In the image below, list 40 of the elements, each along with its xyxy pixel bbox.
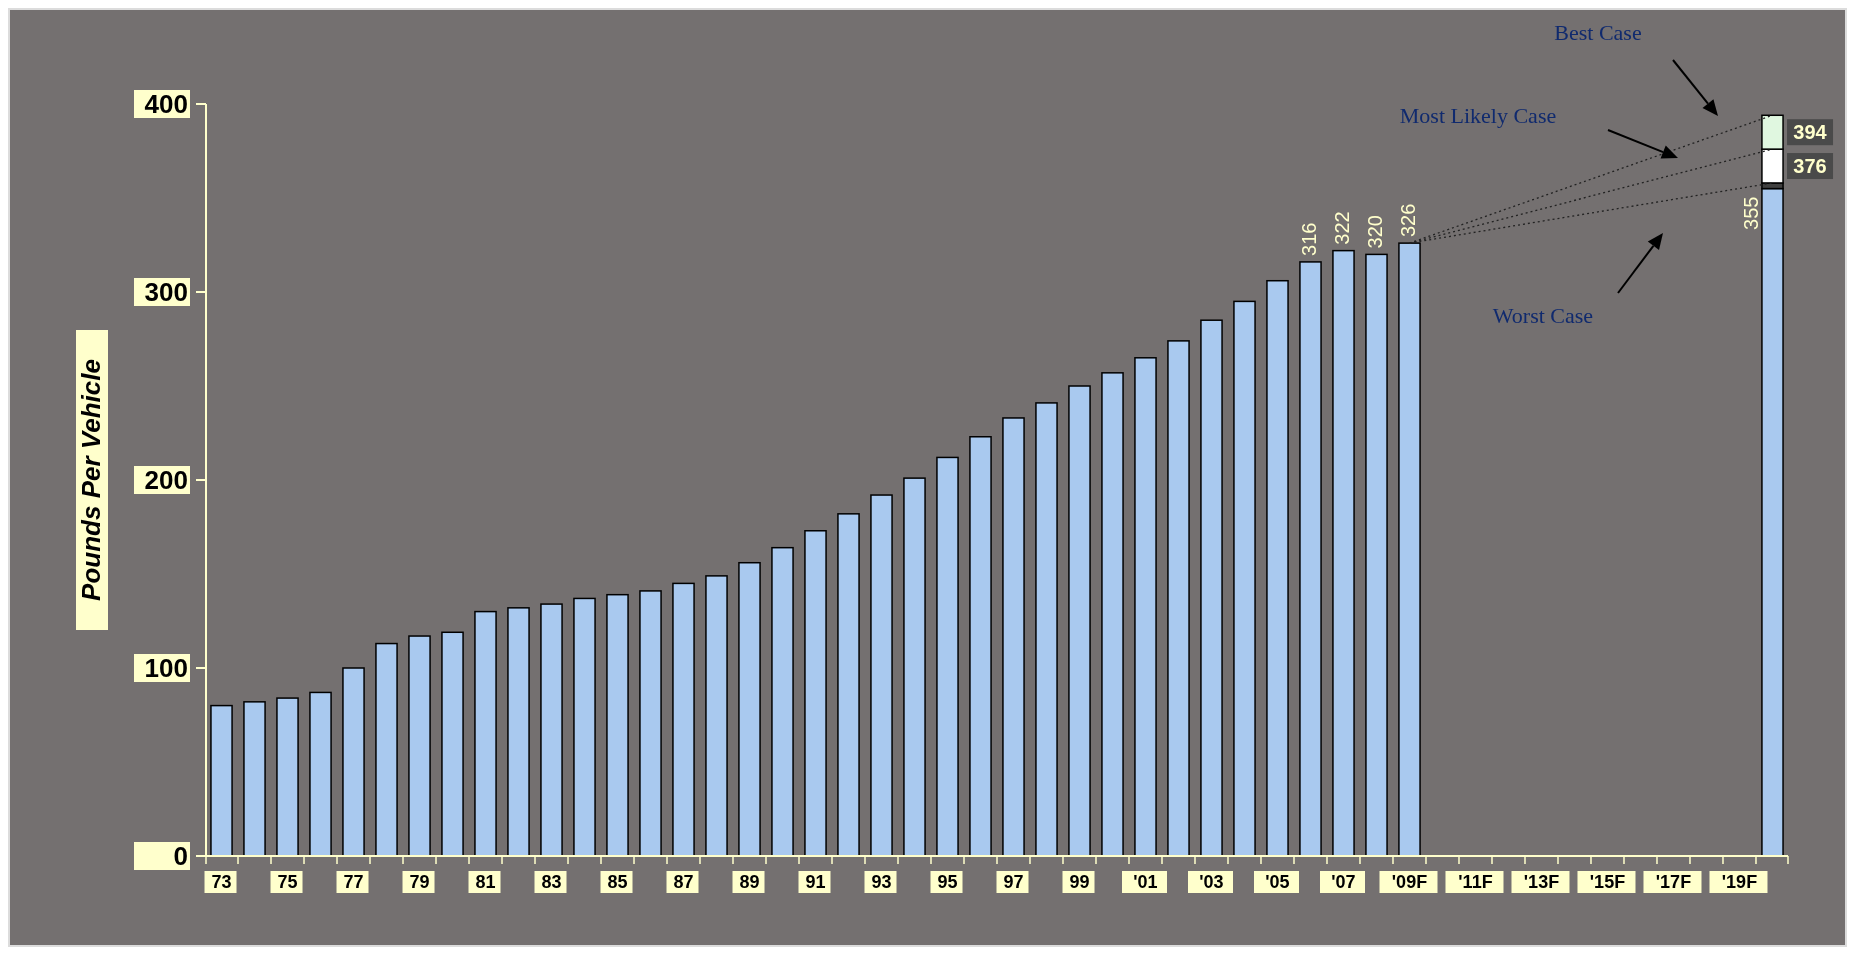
x-tick-label: 73 — [211, 872, 232, 892]
x-tick-label: 93 — [871, 872, 892, 892]
data-label: 316 — [1298, 222, 1321, 256]
x-tick-label: 85 — [607, 872, 628, 892]
y-tick-label: 400 — [144, 89, 188, 119]
x-tick-label: '07 — [1331, 872, 1356, 892]
data-label: 326 — [1397, 203, 1420, 238]
text: 376 — [1793, 155, 1827, 178]
x-tick-label: '11F — [1458, 872, 1493, 892]
y-tick-label: 200 — [144, 465, 188, 495]
y-axis-title: Pounds Per Vehicle — [76, 359, 106, 601]
x-tick-label: 97 — [1003, 872, 1024, 892]
x-tick-label: 75 — [277, 872, 298, 892]
annotation: Most Likely Case — [1399, 103, 1557, 128]
x-tick-label: 91 — [805, 872, 826, 892]
x-tick-label: 83 — [541, 872, 562, 892]
text: 394 — [1793, 121, 1828, 144]
x-tick-label: 89 — [739, 872, 760, 892]
x-tick-label: '05 — [1265, 872, 1290, 892]
annotation: Worst Case — [1492, 303, 1594, 328]
x-tick-label: '13F — [1523, 872, 1560, 892]
y-tick-label: 100 — [144, 653, 188, 683]
x-tick-label: '09F — [1391, 872, 1428, 892]
x-tick-label: 79 — [409, 872, 430, 892]
data-label: 322 — [1331, 211, 1354, 245]
x-tick-label: 81 — [475, 872, 496, 892]
x-tick-label: 99 — [1069, 872, 1090, 892]
x-tick-label: '03 — [1199, 872, 1224, 892]
data-label: 355 — [1739, 196, 1762, 230]
data-label: 320 — [1364, 215, 1387, 249]
x-tick-label: 87 — [673, 872, 694, 892]
y-tick-label: 300 — [144, 277, 188, 307]
x-tick-label: '15F — [1589, 872, 1626, 892]
y-tick-label: 0 — [173, 841, 188, 871]
x-tick-label: '19F — [1721, 872, 1758, 892]
x-tick-label: 77 — [343, 872, 364, 892]
x-tick-label: '17F — [1655, 872, 1692, 892]
x-tick-label: 95 — [937, 872, 958, 892]
x-tick-label: '01 — [1133, 872, 1158, 892]
text: Best Case — [1554, 20, 1642, 45]
